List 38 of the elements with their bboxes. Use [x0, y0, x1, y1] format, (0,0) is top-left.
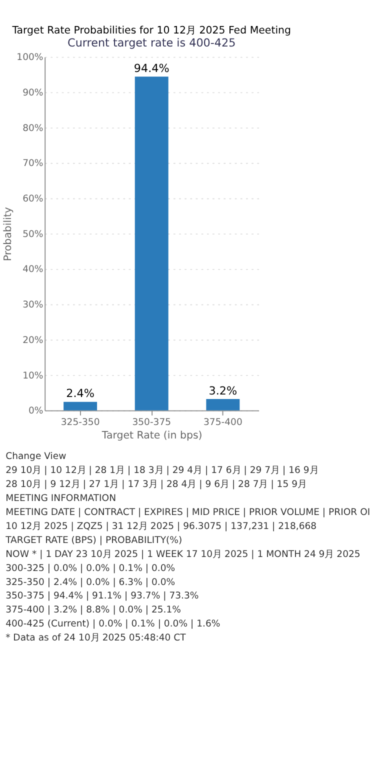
text: 300-325 | 0.0% | 0.0% | 0.1% | 0.0%: [6, 562, 176, 574]
text: * Data as of 24 10月 2025 05:48:40 CT: [6, 632, 186, 644]
text: 28 10月 | 9 12月 | 27 1月 | 17 3月 | 28 4月 | 9 6月 | 28 7月 | 15 9月: [6, 479, 306, 490]
text: NOW * | 1 DAY 23 10月 2025 | 1 WEEK 17 10月 2025 | 1 MONTH 24 9月 2025: [6, 548, 360, 560]
text: Change View: [6, 451, 67, 462]
y-tick-label: 40%: [22, 264, 44, 276]
y-axis-title: Probability: [3, 207, 14, 262]
y-tick-label: 80%: [22, 122, 44, 134]
text: MEETING DATE | CONTRACT | EXPIRES | MID PRICE | PRIOR VOLUME | PRIOR OI: [6, 506, 370, 518]
y-tick-label: 10%: [22, 370, 44, 382]
y-tick-label: 70%: [22, 158, 44, 170]
text: TARGET RATE (BPS) | PROBABILITY(%): [4, 534, 182, 546]
y-tick-label: 30%: [22, 300, 44, 311]
chart-subtitle: Current target rate is 400-425: [68, 36, 236, 50]
text: 375-400 | 3.2% | 8.8% | 0.0% | 25.1%: [6, 604, 182, 616]
y-tick-label: 0%: [28, 406, 44, 417]
bar: [206, 399, 240, 410]
y-tick-label: 20%: [22, 334, 44, 346]
chart-title: Target Rate Probabilities for 10 12月 2025 Fed Meeting: [11, 26, 292, 37]
text: 400-425 (Current) | 0.0% | 0.1% | 0.0% | 1.6%: [6, 618, 220, 630]
data-label: 2.4%: [66, 387, 94, 400]
bar: [64, 402, 98, 410]
text: 10 12月 2025 | ZQZ5 | 31 12月 2025 | 96.3075 | 137,231 | 218,668: [6, 520, 317, 532]
text: 29 10月 | 10 12月 | 28 1月 | 18 3月 | 29 4月 | 17 6月 | 29 7月 | 16 9月: [6, 465, 318, 476]
y-tick-label: 50%: [22, 228, 44, 240]
x-tick-label: 325-350: [60, 416, 100, 428]
x-tick-label: 350-375: [132, 416, 172, 428]
x-axis-title: Target Rate (in bps): [100, 430, 202, 442]
y-tick-label: 100%: [16, 52, 44, 64]
text: MEETING INFORMATION: [6, 493, 116, 504]
x-tick-label: 375-400: [204, 416, 242, 428]
text: 350-375 | 94.4% | 91.1% | 93.7% | 73.3%: [6, 590, 199, 602]
bar: [134, 76, 168, 410]
data-label: 94.4%: [134, 62, 170, 76]
y-tick-label: 90%: [22, 87, 44, 98]
data-label: 3.2%: [208, 384, 238, 398]
text: 325-350 | 2.4% | 0.0% | 6.3% | 0.0%: [6, 576, 176, 588]
y-tick-label: 60%: [22, 194, 44, 205]
